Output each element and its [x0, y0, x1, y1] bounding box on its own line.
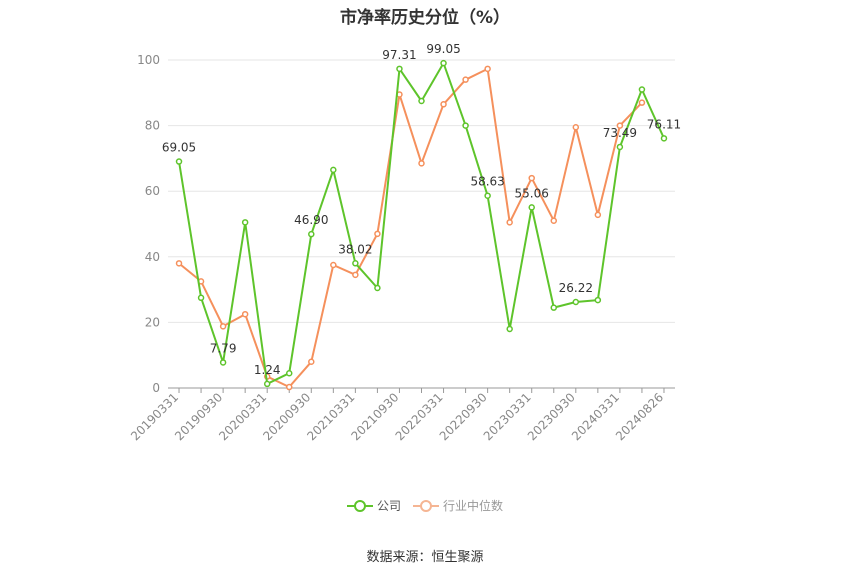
company-point — [594, 296, 602, 304]
legend-industry-label: 行业中位数 — [443, 499, 504, 513]
legend-company-label: 公司 — [376, 499, 401, 513]
industry-median-point — [638, 99, 646, 106]
y-tick-label: 100 — [137, 53, 160, 67]
industry-median-series-line — [178, 67, 643, 388]
industry-median-point — [308, 358, 315, 366]
company-point — [219, 359, 227, 366]
company-data-label: 99.05 — [426, 42, 460, 56]
x-tick-label: 20240826 — [613, 390, 666, 443]
company-series-line — [178, 62, 665, 385]
legend-company-swatch-icon — [346, 499, 373, 512]
company-point — [484, 192, 491, 199]
industry-median-point — [594, 211, 602, 219]
chart-title: 市净率历史分位（%） — [339, 8, 511, 28]
industry-median-point — [440, 101, 447, 108]
company-point — [440, 59, 447, 67]
company-point — [285, 369, 293, 377]
company-point — [660, 135, 668, 142]
industry-median-point — [418, 160, 425, 167]
company-data-label: 73.49 — [603, 126, 637, 140]
company-point — [352, 260, 359, 267]
industry-median-point — [572, 123, 580, 131]
company-data-label: 7.79 — [210, 341, 237, 355]
company-point — [418, 97, 425, 105]
industry-median-point — [285, 383, 293, 391]
company-point — [197, 294, 205, 302]
industry-median-point — [330, 261, 337, 269]
company-data-label: 97.31 — [382, 48, 416, 62]
company-point — [374, 284, 381, 292]
y-tick-label: 20 — [145, 315, 160, 329]
industry-median-point — [175, 260, 183, 267]
industry-median-point — [506, 219, 513, 226]
industry-median-point — [616, 122, 624, 129]
company-point — [263, 380, 271, 388]
industry-median-point — [241, 310, 249, 318]
y-tick-label: 40 — [145, 250, 160, 264]
grid-layer — [168, 59, 675, 323]
company-data-label: 58.63 — [470, 175, 504, 189]
company-point — [330, 166, 337, 174]
company-data-label: 55.06 — [515, 186, 549, 200]
y-tick-label: 60 — [145, 184, 160, 198]
axis-layer: 0204060801002019033120190930202003312020… — [128, 53, 675, 443]
industry-median-point — [352, 271, 359, 279]
company-point — [572, 298, 580, 306]
company-data-label: 76.11 — [647, 117, 681, 131]
company-point — [616, 143, 624, 151]
series-layer — [175, 59, 668, 391]
company-point — [308, 230, 315, 238]
legend-item-industry-median[interactable]: 行业中位数 — [413, 497, 503, 514]
source-note: 数据来源：恒生聚源 — [366, 550, 484, 565]
company-data-label: 38.02 — [338, 242, 372, 256]
company-data-label: 46.90 — [294, 213, 328, 227]
industry-median-point — [550, 217, 558, 224]
legend-industry-swatch-icon — [413, 499, 439, 512]
company-point — [175, 158, 183, 165]
y-tick-label: 0 — [152, 381, 160, 395]
company-data-label: 26.22 — [559, 281, 593, 295]
industry-median-point — [528, 174, 535, 182]
company-point — [241, 219, 249, 226]
y-tick-label: 80 — [145, 119, 160, 133]
industry-median-point — [374, 230, 381, 238]
industry-median-point — [484, 65, 491, 73]
company-point — [638, 86, 646, 93]
legend-item-company[interactable]: 公司 — [346, 497, 401, 514]
company-point — [462, 122, 469, 129]
data-label-layer: 69.05 7.79 1.24 46.90 38.02 97.31 99.05 58.63 55… — [162, 42, 681, 377]
company-point — [506, 325, 513, 333]
company-point — [528, 204, 535, 211]
company-data-label: 69.05 — [162, 141, 196, 155]
industry-median-point — [219, 323, 227, 330]
legend: 公司 行业中位数 — [0, 497, 850, 514]
company-data-label: 1.24 — [254, 363, 281, 377]
industry-median-point — [462, 76, 469, 83]
company-point — [396, 65, 403, 73]
company-point — [550, 304, 558, 311]
